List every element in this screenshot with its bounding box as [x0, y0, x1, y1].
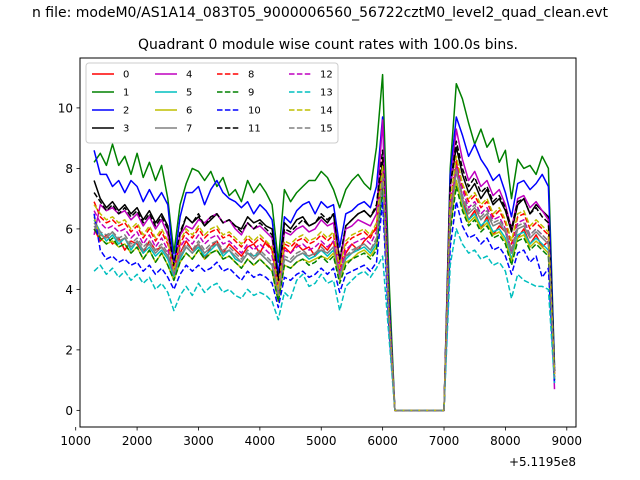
series-line-2 [93, 116, 556, 412]
y-tick-label: 6 [65, 222, 73, 236]
x-tick-label: 2000 [122, 434, 153, 448]
legend-label-4: 4 [186, 70, 192, 81]
legend-label-14: 14 [320, 106, 333, 117]
legend-label-11: 11 [248, 124, 261, 135]
y-axis: 0 2 4 6 8 10 [58, 101, 80, 418]
series-line-10 [93, 200, 556, 412]
series-line-1 [93, 73, 556, 412]
x-tick-label: 9000 [552, 434, 583, 448]
series-layer [93, 73, 556, 412]
y-tick-label: 4 [65, 283, 73, 297]
series-line-12 [93, 164, 556, 412]
x-tick-label: 7000 [429, 434, 460, 448]
x-axis: 1000 2000 3000 4000 5000 6000 7000 8000 9000 [60, 427, 582, 448]
legend-frame [85, 62, 339, 144]
legend-label-0: 0 [123, 70, 129, 81]
legend-label-9: 9 [248, 88, 254, 99]
legend-label-15: 15 [320, 124, 333, 135]
y-tick-label: 2 [65, 343, 73, 357]
legend-label-5: 5 [186, 88, 192, 99]
x-tick-label: 3000 [183, 434, 214, 448]
legend-label-1: 1 [123, 88, 129, 99]
series-line-9 [93, 185, 556, 412]
x-tick-label: 5000 [306, 434, 337, 448]
x-tick-label: 1000 [60, 434, 91, 448]
series-line-8 [93, 158, 556, 412]
series-line-13 [93, 228, 556, 412]
legend-label-6: 6 [186, 106, 192, 117]
legend-label-13: 13 [320, 88, 333, 99]
series-line-14 [93, 155, 556, 412]
x-tick-label: 8000 [490, 434, 521, 448]
x-tick-label: 6000 [367, 434, 398, 448]
figure-suptitle: n file: modeM0/AS1A14_083T05_9000006560_… [32, 5, 609, 21]
legend-label-8: 8 [248, 70, 254, 81]
y-tick-label: 10 [58, 101, 73, 115]
series-line-15 [93, 167, 556, 412]
legend-label-3: 3 [123, 124, 129, 135]
plot-frame [79, 57, 577, 428]
legend-label-10: 10 [248, 106, 261, 117]
x-tick-label: 4000 [245, 434, 276, 448]
legend-label-12: 12 [320, 70, 333, 81]
x-axis-offset-label: +5.1195e8 [509, 455, 576, 469]
legend-label-2: 2 [123, 106, 129, 117]
y-tick-label: 0 [65, 404, 73, 418]
series-line-11 [93, 140, 556, 412]
chart-title: Quadrant 0 module wise count rates with … [138, 37, 518, 53]
series-line-5 [93, 179, 556, 412]
series-line-4 [93, 119, 556, 412]
y-tick-label: 8 [65, 162, 73, 176]
series-line-6 [93, 173, 556, 412]
legend-label-7: 7 [186, 124, 192, 135]
series-line-7 [93, 170, 556, 412]
